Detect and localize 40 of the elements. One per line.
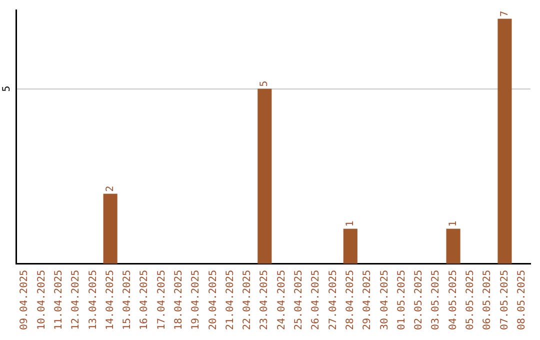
data-label: 2 [104,186,116,192]
x-tick-label: 24.04.2025 [276,270,288,330]
x-tick-label: 25.04.2025 [294,270,305,330]
x-tick-label: 09.04.2025 [19,270,30,330]
x-tick-label: 02.05.2025 [414,270,425,330]
x-tick-label: 22.04.2025 [242,270,254,330]
data-label: 7 [499,10,510,17]
x-tick-label: 29.04.2025 [362,270,374,330]
x-tick-label: 11.04.2025 [53,270,64,330]
x-tick-label: 14.04.2025 [104,270,116,330]
x-tick-label: 08.05.2025 [516,270,528,330]
data-label: 5 [259,80,270,87]
x-tick-label: 27.04.2025 [328,270,339,330]
x-tick-label: 19.04.2025 [190,270,202,330]
x-tick-label: 03.05.2025 [430,270,442,330]
x-tick-label: 15.04.2025 [122,270,134,330]
x-tick-label: 04.05.2025 [448,270,459,330]
x-tick-label: 07.05.2025 [499,270,510,330]
bar [343,228,358,264]
x-tick-label: 16.04.2025 [139,270,150,330]
x-tick-label: 20.04.2025 [208,270,219,330]
data-label: 1 [448,220,459,227]
x-tick-label: 30.04.2025 [379,270,390,330]
x-tick-label: 18.04.2025 [174,270,184,330]
bar [446,228,460,264]
x-tick-label: 05.05.2025 [465,270,476,330]
data-label: 1 [344,220,356,227]
x-tick-label: 13.04.2025 [88,270,99,330]
x-tick-label: 06.05.2025 [482,270,494,330]
x-tick-label: 23.04.2025 [259,270,270,330]
x-tick-label: 28.04.2025 [344,270,356,330]
bar [498,18,512,264]
x-tick-label: 26.04.2025 [310,270,322,330]
bar [103,194,118,264]
x-tick-label: 12.04.2025 [70,270,82,330]
x-tick-label: 01.05.2025 [396,270,408,330]
x-tick-label: 17.04.2025 [156,270,168,330]
x-tick-label: 10.04.2025 [36,270,48,330]
x-tick-label: 21.04.2025 [224,270,236,330]
bar [258,88,272,264]
